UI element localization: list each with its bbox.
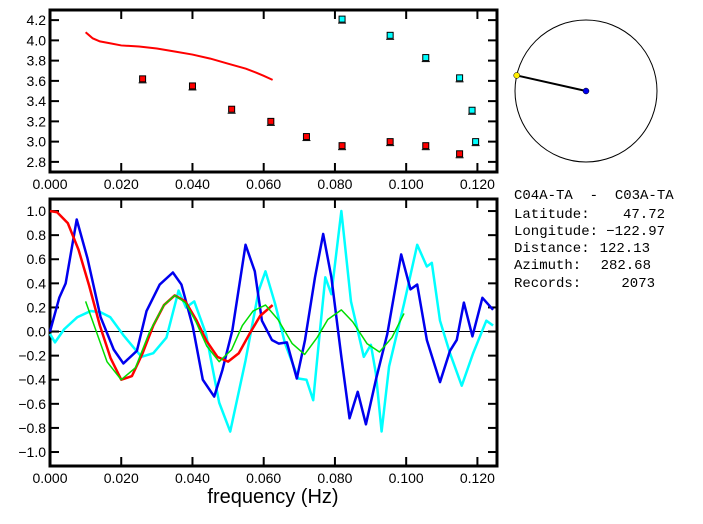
y-tick-label: 3.8 <box>27 53 47 69</box>
red-points-marker <box>422 142 430 150</box>
y-tick-label: 3.4 <box>27 93 47 109</box>
info-value-longitude: −122.97 <box>606 224 665 240</box>
x-tick-label: 0.120 <box>460 176 495 192</box>
red-points-marker <box>386 138 394 146</box>
info-value-azimuth: 282.68 <box>601 258 651 274</box>
red-points-marker <box>456 150 464 158</box>
x-tick-label: 0.080 <box>317 176 352 192</box>
x-tick-label: 0.120 <box>460 470 495 486</box>
y-tick-label: −0.6 <box>18 396 46 412</box>
y-tick-label: 0.6 <box>27 251 47 267</box>
x-tick-label: 0.000 <box>32 470 67 486</box>
green-series-line <box>84 294 405 381</box>
plot-frame <box>48 8 499 174</box>
station-dot <box>582 87 590 95</box>
info-label-latitude: Latitude: <box>514 207 590 223</box>
y-tick-label: 0.2 <box>27 299 47 315</box>
phase-velocity-curve <box>84 31 274 81</box>
info-label-azimuth: Azimuth: <box>514 258 581 274</box>
y-tick-label: 3.0 <box>27 134 47 150</box>
cyan-points-marker <box>386 31 394 39</box>
target-dot <box>513 72 520 79</box>
y-tick-label: 0.4 <box>27 275 47 291</box>
y-tick-label: 2.8 <box>27 154 47 170</box>
x-tick-label: 0.020 <box>104 470 139 486</box>
info-value-records: 2073 <box>621 276 655 292</box>
y-tick-label: 1.0 <box>27 203 47 219</box>
red-points-marker <box>302 133 310 141</box>
station-pair: C04A-TA - C03A-TA <box>514 188 674 204</box>
info-label-longitude: Longitude: <box>514 224 598 240</box>
red-points-marker <box>228 105 236 113</box>
cyan-points-marker <box>472 138 480 146</box>
x-tick-label: 0.060 <box>246 176 281 192</box>
y-tick-label: 3.6 <box>27 73 47 89</box>
info-label-records: Records: <box>514 276 581 292</box>
y-tick-label: −0.4 <box>18 372 46 388</box>
x-tick-label: 0.100 <box>389 470 424 486</box>
red-points-marker <box>139 75 147 83</box>
red-points-marker <box>267 117 275 125</box>
azimuth-compass <box>513 19 658 163</box>
blue-series-line <box>48 218 495 426</box>
y-tick-label: −1.0 <box>18 444 46 460</box>
cyan-series-line <box>48 209 494 433</box>
red-series-line <box>49 209 274 381</box>
correlation-plot: 0.000 0.020 0.040 0.060 0.080 0.100 0.120 1.0 0.… <box>18 197 499 486</box>
x-tick-label: 0.040 <box>175 176 210 192</box>
x-tick-label: 0.100 <box>389 176 424 192</box>
compass-circle <box>514 19 658 163</box>
plot-frame <box>48 197 499 468</box>
x-tick-label: 0.020 <box>104 176 139 192</box>
red-points-marker <box>338 142 346 150</box>
cyan-points-marker <box>456 74 464 82</box>
y-tick-label: −0.2 <box>18 348 46 364</box>
azimuth-line <box>516 74 587 92</box>
station-info: C04A-TA - C03A-TA Latitude: 47.72 Longit… <box>514 188 674 292</box>
cyan-points-marker <box>422 54 430 62</box>
x-tick-label: 0.060 <box>246 470 281 486</box>
y-tick-label: 0.8 <box>27 227 47 243</box>
x-tick-label: 0.000 <box>32 176 67 192</box>
cyan-points-marker <box>338 15 346 23</box>
cyan-points-marker <box>468 106 476 114</box>
y-tick-label: −0.8 <box>18 420 46 436</box>
x-tick-label: 0.040 <box>175 470 210 486</box>
x-axis-label: frequency (Hz) <box>207 486 338 508</box>
info-value-distance: 122.13 <box>600 241 650 257</box>
y-tick-label: 4.2 <box>27 12 47 28</box>
y-tick-label: 4.0 <box>27 32 47 48</box>
y-tick-label: 0.0 <box>27 324 47 340</box>
y-tick-label: 3.2 <box>27 113 47 129</box>
info-label-distance: Distance: <box>514 241 590 257</box>
x-tick-label: 0.080 <box>317 470 352 486</box>
red-points-marker <box>188 82 196 90</box>
dispersion-plot: 0.000 0.020 0.040 0.060 0.080 0.100 0.120 2.8 3.… <box>27 8 499 192</box>
info-value-latitude: 47.72 <box>623 207 665 223</box>
